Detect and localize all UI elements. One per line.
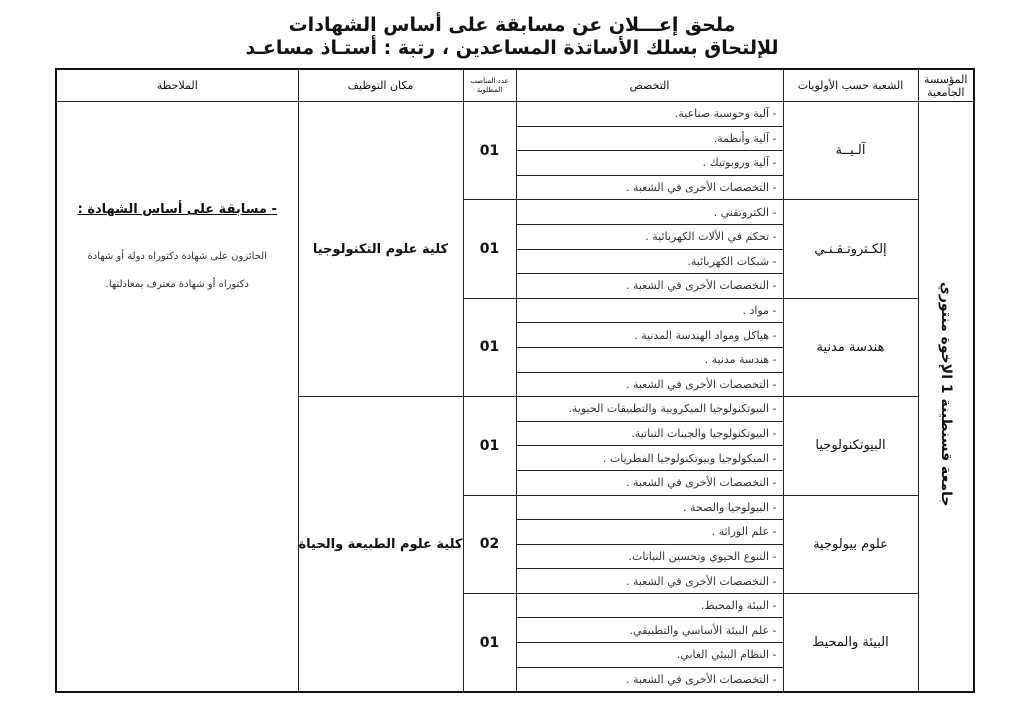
- table-row: - البيوتكنولوجيا والجينات النباتية.: [56, 420, 974, 447]
- table-row: - التخصصات الأخرى في الشعبة .: [56, 273, 974, 299]
- table-row: - التخصصات الأخرى في الشعبة .: [56, 568, 974, 594]
- header-note: الملاحظة: [55, 68, 299, 102]
- specialty-cell: - علم البيئة الأساسي والتطبيقي.: [515, 617, 784, 644]
- table-row: جامعة قسنطينة 1 الإخوة منتوري آلـيــة - آل…: [55, 100, 975, 693]
- field-cell: هندسة مدنية: [782, 297, 919, 398]
- specialty-cell: - التخصصات الأخرى في الشعبة .: [515, 174, 784, 201]
- count-cell: 01: [462, 199, 517, 299]
- field-cell: إلكـتروتـقـنـي: [782, 199, 919, 299]
- specialty-cell: - علم الوراثة .: [515, 519, 784, 545]
- specialty-cell: - آلية وروبوتيك .: [515, 150, 784, 176]
- specialty-cell: - التخصصات الأخرى في الشعبة .: [515, 273, 784, 299]
- specialty-cell: - البيولوجيا والصحة .: [515, 494, 784, 521]
- table-row: - شبكات الكهربائية.: [56, 248, 974, 275]
- specialty-cell: - آلية وحوسبة صناعية.: [515, 101, 784, 127]
- institution-cell: جامعة قسنطينة 1 الإخوة منتوري: [917, 101, 975, 693]
- count-cell: 01: [462, 297, 517, 398]
- table-row: - التخصصات الأخرى في الشعبة .: [56, 371, 974, 398]
- specialty-cell: - البيوتكنولوجيا والجينات النباتية.: [515, 420, 784, 447]
- specialty-cell: - الكتروتقني .: [515, 199, 784, 225]
- specialty-cell: - التنوع الحيوي وتحسين النباتات.: [515, 543, 784, 570]
- specialty-cell: - الميكولوجيا وبيوتكنولوجيا الفطريات .: [515, 445, 784, 471]
- table-row: - النظام البيئي الغابي.: [56, 642, 974, 668]
- place-cell: كلية علوم التكنولوجيا: [297, 100, 464, 398]
- table-row: - علم الوراثة .: [56, 519, 974, 545]
- header-count: عدد المناصب المطلوبة: [462, 68, 517, 102]
- table-row: - آلية وأنظمة.: [56, 125, 974, 152]
- specialty-cell: - هياكل ومواد الهندسة المدنية .: [515, 322, 784, 348]
- specialty-cell: - التخصصات الأخرى في الشعبة .: [515, 568, 784, 594]
- header-place: مكان التوظيف: [297, 68, 464, 102]
- positions-table: المؤسسة الجامعية الشعبة حسب الأولويات ال…: [55, 68, 975, 694]
- document-subtitle: للإلتحاق بسلك الأساتذة المساعدين ، رتبة …: [245, 37, 779, 59]
- specialty-cell: - النظام البيئي الغابي.: [515, 642, 784, 668]
- specialty-cell: - مواد .: [515, 297, 784, 324]
- institution-name: جامعة قسنطينة 1 الإخوة منتوري: [937, 282, 954, 507]
- specialty-cell: - التخصصات الأخرى في الشعبة .: [515, 371, 784, 398]
- specialty-cell: - هندسة مدنية .: [515, 346, 784, 373]
- table-row: البيوتكنولوجيا - البيوتكنولوجيا الميكروبي…: [56, 396, 974, 693]
- specialty-cell: - التخصصات الأخرى في الشعبة .: [515, 469, 784, 496]
- note-cell: - مسابقة على أساس الشهادة : الحائزون على …: [55, 101, 299, 693]
- field-cell: علوم بيولوجية: [782, 494, 919, 594]
- specialty-cell: - آلية وأنظمة.: [515, 125, 784, 152]
- table-row: - الميكولوجيا وبيوتكنولوجيا الفطريات .: [56, 445, 974, 471]
- specialty-cell: - التخصصات الأخرى في الشعبة .: [515, 666, 784, 693]
- table-row: - التخصصات الأخرى في الشعبة .: [56, 666, 974, 693]
- field-cell: آلـيــة: [782, 100, 919, 201]
- table-row: علوم بيولوجية - البيولوجيا والصحة . 02: [56, 494, 974, 594]
- specialty-cell: - البيوتكنولوجيا الميكروبية والتطبيقات ا…: [515, 396, 784, 422]
- table-header: المؤسسة الجامعية الشعبة حسب الأولويات ال…: [55, 68, 975, 102]
- header-institution: المؤسسة الجامعية: [917, 68, 975, 102]
- table-row: هندسة مدنية - مواد . 01: [56, 297, 974, 398]
- specialty-cell: - تحكم في الألات الكهربائية .: [515, 223, 784, 250]
- table-row: - التنوع الحيوي وتحسين النباتات.: [56, 543, 974, 570]
- note-body: الحائزون على شهادة دكتوراه دولة أو شهادة…: [87, 251, 267, 290]
- note-heading: - مسابقة على أساس الشهادة :: [77, 202, 277, 217]
- table-row: - آلية وروبوتيك .: [56, 150, 974, 176]
- specialty-cell: - البيئة والمحيط.: [515, 592, 784, 619]
- specialty-cell: - شبكات الكهربائية.: [515, 248, 784, 275]
- document-title: ملحق إعـــلان عن مسابقة على أساس الشهادا…: [288, 14, 736, 36]
- header-field: الشعبة حسب الأولويات: [782, 68, 919, 102]
- count-cell: 01: [462, 592, 517, 693]
- table-row: - هندسة مدنية .: [56, 346, 974, 373]
- count-cell: 02: [462, 494, 517, 594]
- header-specialty: التخصص: [515, 68, 784, 102]
- table-row: - تحكم في الألات الكهربائية .: [56, 223, 974, 250]
- table-row: - هياكل ومواد الهندسة المدنية .: [56, 322, 974, 348]
- place-cell: كلية علوم الطبيعة والحياة: [297, 396, 464, 693]
- count-cell: 01: [462, 100, 517, 201]
- field-cell: البيئة والمحيط: [782, 592, 919, 693]
- field-cell: البيوتكنولوجيا: [782, 396, 919, 496]
- count-cell: 01: [462, 396, 517, 496]
- table-row: - علم البيئة الأساسي والتطبيقي.: [56, 617, 974, 644]
- table-row: إلكـتروتـقـنـي - الكتروتقني . 01: [56, 199, 974, 299]
- table-row: البيئة والمحيط - البيئة والمحيط. 01: [56, 592, 974, 693]
